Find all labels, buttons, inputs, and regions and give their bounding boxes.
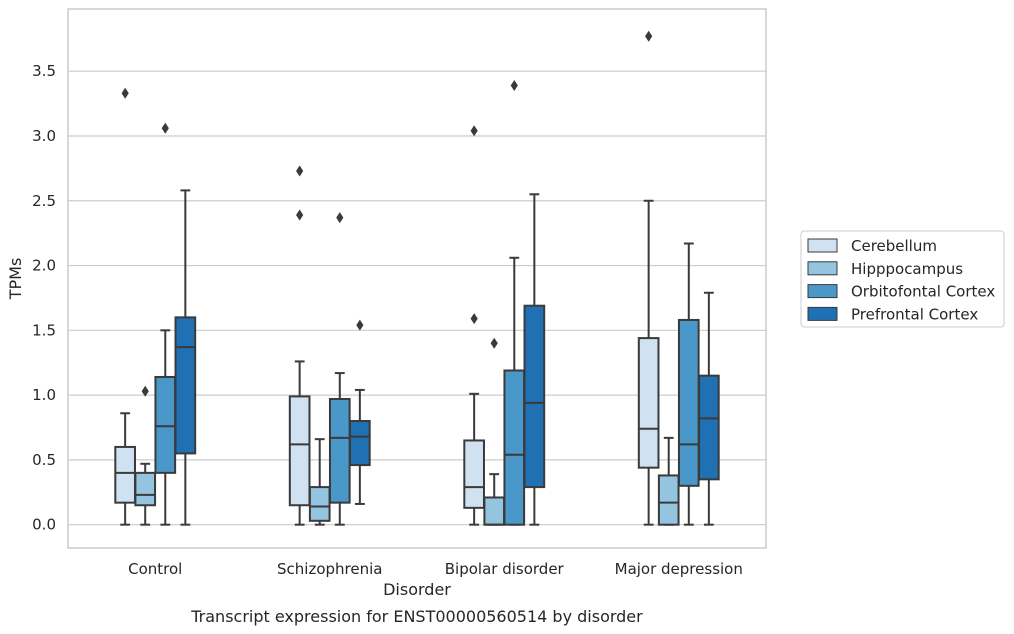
y-tick-label: 0.0 [32,516,56,534]
legend-label: Prefrontal Cortex [851,305,978,323]
box-body [154,375,177,474]
x-tick-label: Bipolar disorder [445,560,565,578]
y-tick-label: 3.0 [32,127,56,145]
box-3-3 [698,291,720,526]
y-tick-label: 1.5 [32,321,56,339]
box-2-3 [677,242,700,526]
box-2-2 [503,79,526,526]
legend-label: Orbitofontal Cortex [851,283,995,301]
box-body [657,474,680,526]
box-1-0 [134,385,157,526]
outlier-point [356,319,364,331]
y-tick-label: 0.5 [32,451,56,469]
box-body [114,445,136,504]
x-tick-label: Major depression [615,560,743,578]
legend-swatch [807,284,838,299]
box-1-3 [657,436,680,526]
outlier-point [470,313,478,325]
box-0-0 [114,87,136,526]
x-axis-label: Disorder [383,580,451,599]
y-tick-label: 1.0 [32,386,56,404]
box-plot-series [114,30,720,526]
outlier-point [645,30,653,42]
outlier-point [336,212,344,224]
outlier-point [121,87,129,99]
y-axis-label: TPMs [6,258,25,301]
outlier-point [296,209,304,221]
box-0-3 [637,30,660,526]
box-body [288,395,311,507]
box-body [503,369,526,526]
x-tick-label: Schizophrenia [277,560,382,578]
box-0-1 [288,165,311,526]
outlier-point [161,122,169,134]
legend-swatch [807,261,838,276]
box-body [134,471,157,507]
box-body [308,486,331,522]
x-axis-ticks: Control Schizophrenia Bipolar disorder Majo… [128,560,743,578]
x-tick-label: Control [128,560,182,578]
y-axis-ticks: 0.0 0.5 1.0 1.5 2.0 2.5 3.0 3.5 [32,62,56,533]
y-tick-label: 2.0 [32,257,56,275]
legend-label: Hipppocampus [851,260,963,278]
outlier-point [490,337,498,349]
box-body [349,420,371,467]
outlier-point [510,79,518,91]
outlier-point [141,385,149,397]
legend-label: Cerebellum [851,237,937,255]
box-body [523,304,546,489]
legend-swatch [807,238,838,253]
y-tick-label: 2.5 [32,192,56,210]
box-3-2 [523,193,546,526]
y-tick-label: 3.5 [32,62,56,80]
box-body [328,397,351,504]
box-2-1 [328,212,351,526]
outlier-point [470,125,478,137]
box-1-2 [483,337,506,526]
box-0-2 [463,125,485,526]
box-3-1 [349,319,371,505]
plot-frame [67,8,767,549]
box-2-0 [154,122,177,526]
legend-swatch [807,306,838,321]
box-body [463,439,485,509]
legend: Cerebellum Hipppocampus Orbitofontal Corte… [800,230,1005,328]
legend-frame [800,230,1005,328]
box-body [637,337,660,469]
box-3-0 [174,189,197,526]
box-body [677,318,700,487]
outlier-point [296,165,304,177]
figure-caption: Transcript expression for ENST0000056051… [190,607,643,626]
box-body [698,374,720,481]
box-body [174,316,197,455]
box-1-1 [308,438,331,526]
box-body [483,496,506,526]
